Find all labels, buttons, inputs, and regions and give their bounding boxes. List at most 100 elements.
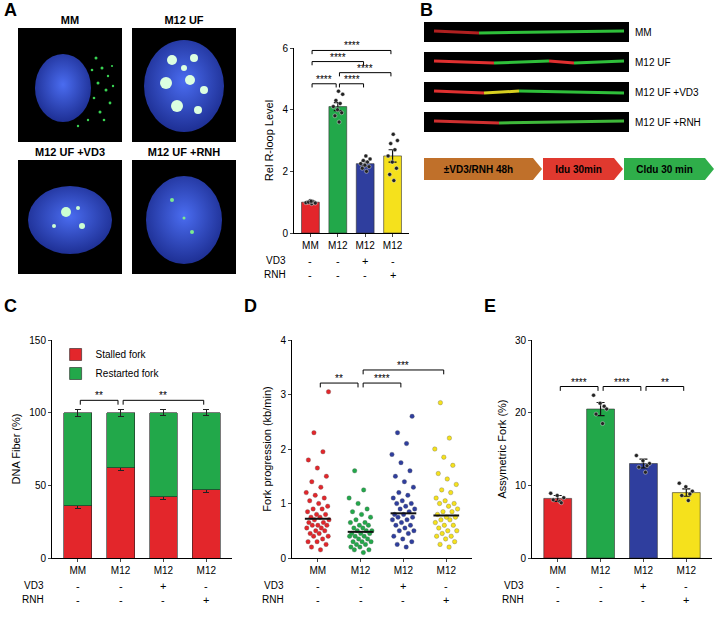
svg-text:-: - xyxy=(336,269,340,281)
svg-text:M12: M12 xyxy=(355,240,375,251)
svg-text:-: - xyxy=(336,255,340,267)
svg-text:MM: MM xyxy=(302,240,319,251)
svg-text:Restarted fork: Restarted fork xyxy=(96,368,160,379)
svg-text:Assymetric Fork (%): Assymetric Fork (%) xyxy=(496,400,508,499)
svg-text:Rel R-loop Level: Rel R-loop Level xyxy=(263,100,275,181)
svg-text:-: - xyxy=(599,594,603,606)
svg-text:MM: MM xyxy=(309,565,326,576)
svg-text:M12: M12 xyxy=(591,565,611,576)
svg-text:****: **** xyxy=(316,74,332,85)
svg-text:-: - xyxy=(359,594,363,606)
svg-text:VD3: VD3 xyxy=(504,580,524,591)
svg-text:-: - xyxy=(401,594,405,606)
svg-text:RNH: RNH xyxy=(22,594,44,605)
svg-text:M12: M12 xyxy=(328,240,348,251)
svg-text:+: + xyxy=(362,255,368,267)
svg-text:MM: MM xyxy=(635,27,652,38)
svg-text:M12: M12 xyxy=(351,565,371,576)
svg-text:20: 20 xyxy=(515,407,527,418)
svg-text:M12: M12 xyxy=(677,565,697,576)
svg-text:-: - xyxy=(316,580,320,592)
svg-text:+: + xyxy=(390,269,396,281)
svg-text:M12: M12 xyxy=(634,565,654,576)
svg-text:M12: M12 xyxy=(111,565,131,576)
svg-text:-: - xyxy=(76,580,80,592)
svg-text:**: ** xyxy=(335,373,343,384)
svg-text:0: 0 xyxy=(520,553,526,564)
svg-text:Stalled fork: Stalled fork xyxy=(96,349,147,360)
svg-text:-: - xyxy=(308,255,312,267)
svg-text:RNH: RNH xyxy=(262,594,284,605)
svg-text:****: **** xyxy=(344,74,360,85)
svg-text:0: 0 xyxy=(282,228,288,239)
svg-text:-: - xyxy=(119,580,123,592)
svg-text:M12 UF: M12 UF xyxy=(164,14,203,26)
svg-text:-: - xyxy=(444,580,448,592)
svg-text:****: **** xyxy=(614,377,630,388)
svg-text:30: 30 xyxy=(515,335,527,346)
svg-text:M12: M12 xyxy=(437,565,457,576)
svg-text:RNH: RNH xyxy=(502,594,524,605)
svg-text:***: *** xyxy=(397,360,409,371)
svg-text:+: + xyxy=(160,580,166,592)
svg-text:-: - xyxy=(599,580,603,592)
svg-text:RNH: RNH xyxy=(264,269,286,280)
svg-text:6: 6 xyxy=(282,43,288,54)
svg-text:M12: M12 xyxy=(197,565,217,576)
svg-text:-: - xyxy=(308,269,312,281)
svg-text:M12: M12 xyxy=(154,565,174,576)
svg-text:****: **** xyxy=(344,40,360,51)
svg-text:-: - xyxy=(391,255,395,267)
svg-text:-: - xyxy=(161,594,165,606)
svg-text:M12: M12 xyxy=(394,565,414,576)
svg-text:MM: MM xyxy=(549,565,566,576)
svg-text:-: - xyxy=(316,594,320,606)
svg-text:Fork progression (kb/min): Fork progression (kb/min) xyxy=(261,386,273,511)
svg-text:50: 50 xyxy=(35,480,47,491)
svg-text:-: - xyxy=(119,594,123,606)
svg-text:**: ** xyxy=(95,390,103,401)
svg-text:VD3: VD3 xyxy=(266,255,286,266)
svg-text:****: **** xyxy=(330,52,346,63)
svg-text:MM: MM xyxy=(61,14,79,26)
svg-text:VD3: VD3 xyxy=(264,580,284,591)
svg-text:150: 150 xyxy=(29,335,46,346)
svg-text:-: - xyxy=(556,580,560,592)
svg-text:-: - xyxy=(204,580,208,592)
svg-text:0: 0 xyxy=(40,553,46,564)
svg-text:0: 0 xyxy=(280,553,286,564)
svg-text:-: - xyxy=(556,594,560,606)
svg-text:+: + xyxy=(640,580,646,592)
svg-text:M12 UF +VD3: M12 UF +VD3 xyxy=(635,87,699,98)
svg-text:MM: MM xyxy=(69,565,86,576)
svg-text:VD3: VD3 xyxy=(24,580,44,591)
svg-text:M12 UF +VD3: M12 UF +VD3 xyxy=(35,146,105,158)
svg-text:M12 UF +RNH: M12 UF +RNH xyxy=(148,146,220,158)
svg-text:Idu 30min: Idu 30min xyxy=(555,164,602,175)
svg-text:-: - xyxy=(641,594,645,606)
svg-text:DNA Fiber (%): DNA Fiber (%) xyxy=(10,414,22,485)
svg-text:-: - xyxy=(684,580,688,592)
svg-text:2: 2 xyxy=(280,444,286,455)
svg-text:Cldu 30 min: Cldu 30 min xyxy=(636,164,693,175)
svg-text:M12 UF: M12 UF xyxy=(635,57,671,68)
svg-text:±VD3/RNH 48h: ±VD3/RNH 48h xyxy=(444,164,513,175)
svg-text:**: ** xyxy=(661,377,669,388)
svg-text:100: 100 xyxy=(29,407,46,418)
svg-text:1: 1 xyxy=(280,498,286,509)
svg-text:4: 4 xyxy=(282,104,288,115)
svg-text:+: + xyxy=(443,594,449,606)
svg-text:-: - xyxy=(76,594,80,606)
svg-text:+: + xyxy=(400,580,406,592)
svg-text:+: + xyxy=(203,594,209,606)
svg-text:M12: M12 xyxy=(383,240,403,251)
svg-text:****: **** xyxy=(571,377,587,388)
svg-text:****: **** xyxy=(374,373,390,384)
svg-text:****: **** xyxy=(357,63,373,74)
svg-text:4: 4 xyxy=(280,335,286,346)
svg-text:M12 UF +RNH: M12 UF +RNH xyxy=(635,117,701,128)
svg-text:2: 2 xyxy=(282,166,288,177)
svg-text:3: 3 xyxy=(280,389,286,400)
svg-text:10: 10 xyxy=(515,480,527,491)
svg-text:**: ** xyxy=(159,390,167,401)
